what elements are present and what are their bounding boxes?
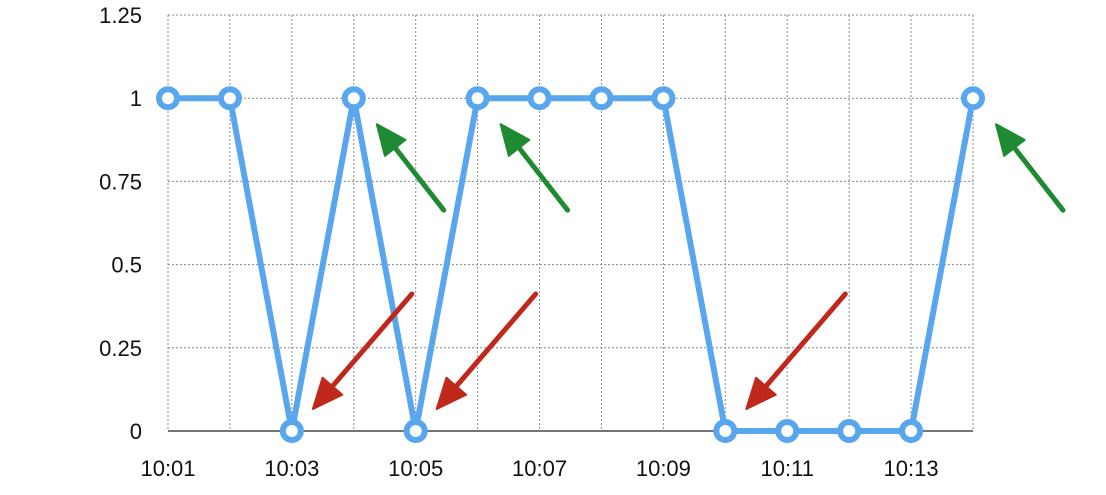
data-point [589,86,614,111]
green-up-arrow [995,123,1066,213]
data-point [651,86,676,111]
green-up-arrow [499,123,571,213]
x-tick-label: 10:13 [884,456,939,481]
data-point [465,86,490,111]
data-point [899,419,924,443]
x-tick-label: 10:07 [512,456,567,481]
y-tick-label: 0.25 [99,336,142,361]
data-point [279,419,304,443]
data-point [527,86,552,111]
x-tick-label: 10:01 [140,456,195,481]
x-axis-ticks: 10:01 10:03 10:05 10:07 10:09 10:11 10:13 [140,456,938,481]
x-tick-label: 10:09 [636,456,691,481]
data-point [403,419,428,443]
y-tick-label: 1 [130,86,142,111]
y-tick-label: 0.5 [111,253,142,278]
x-tick-label: 10:11 [761,456,814,481]
y-tick-label: 0.75 [99,169,142,194]
annotation-arrows [311,123,1066,410]
red-down-arrow [311,291,415,410]
data-point [775,419,800,443]
x-tick-label: 10:05 [388,456,443,481]
data-point [713,419,738,443]
data-point [837,419,862,443]
grid [167,14,974,432]
data-point [156,86,180,111]
y-tick-label: 1.25 [99,3,142,28]
green-up-arrow [375,123,447,213]
red-down-arrow [435,291,539,410]
x-tick-label: 10:03 [264,456,319,481]
red-down-arrow [745,291,848,410]
data-point [341,86,366,111]
y-axis-ticks: 0 0.25 0.5 0.75 1 1.25 [99,3,142,444]
data-point [961,86,985,111]
data-point [217,86,242,111]
y-tick-label: 0 [130,419,142,444]
series-layer [156,86,985,443]
